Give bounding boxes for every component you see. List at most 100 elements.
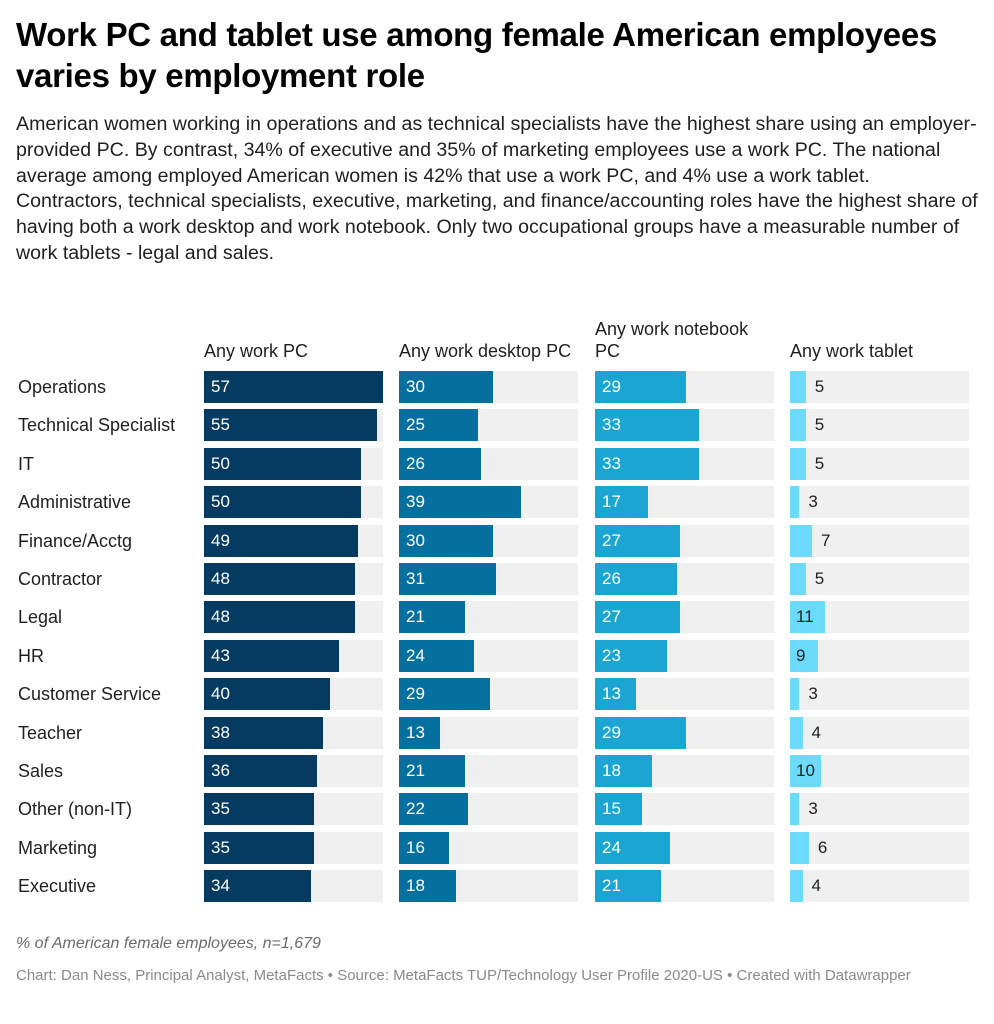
row-label: Finance/Acctg <box>18 530 133 551</box>
bar-track: 43 <box>204 639 383 672</box>
bar <box>204 371 383 403</box>
bar-track: 5 <box>790 371 969 403</box>
bar-track: 57 <box>204 371 383 403</box>
bar <box>790 601 825 634</box>
bar <box>204 447 362 480</box>
bar <box>595 831 671 864</box>
bar-value-label: 23 <box>602 645 621 665</box>
bar-value-label: 26 <box>406 453 425 473</box>
bar <box>595 524 680 557</box>
bar-track: 31 <box>399 563 578 595</box>
bar-value-label: 3 <box>808 492 818 512</box>
bar-value-label: 57 <box>211 377 230 396</box>
bar-track: 36 <box>204 755 383 787</box>
bar <box>790 371 806 403</box>
bar-value-label: 5 <box>814 415 825 435</box>
bar-track: 40 <box>204 678 383 711</box>
bar-track: 21 <box>595 870 774 903</box>
bar-track: 6 <box>790 831 969 864</box>
bar-track: 27 <box>595 601 774 634</box>
bar <box>204 793 314 826</box>
bar-value-label: 21 <box>602 876 621 896</box>
row-label: HR <box>18 645 44 666</box>
bar <box>399 371 494 403</box>
bar-value-label: 27 <box>602 607 621 627</box>
bar-value-label: 11 <box>796 607 814 627</box>
bar-track: 3 <box>790 678 969 711</box>
bar-value-label: 21 <box>406 761 425 780</box>
bar <box>399 601 465 634</box>
bar-value-label: 34 <box>211 876 230 896</box>
bar-value-label: 7 <box>820 530 831 550</box>
bar-track: 22 <box>399 793 578 826</box>
bar-value-label: 13 <box>602 684 621 704</box>
bar-track: 29 <box>595 371 774 403</box>
bar <box>595 601 680 634</box>
bar <box>790 409 806 442</box>
row-label: Legal <box>18 607 63 628</box>
bar <box>790 524 812 557</box>
bar-value-label: 5 <box>814 377 825 396</box>
bar-value-label: 55 <box>211 415 230 435</box>
bar <box>399 678 491 711</box>
bar-value-label: 5 <box>814 453 825 473</box>
bar <box>399 563 497 595</box>
bar-track: 29 <box>399 678 578 711</box>
bar-track: 13 <box>399 716 578 749</box>
bar <box>204 639 340 672</box>
column-header: Any work notebook PC <box>595 319 749 361</box>
bar-track: 9 <box>790 639 969 672</box>
bar-value-label: 10 <box>796 761 815 780</box>
bar-track: 24 <box>595 831 774 864</box>
row-label: Teacher <box>18 722 83 743</box>
bar-track: 50 <box>204 486 383 519</box>
bar-value-label: 50 <box>211 492 230 512</box>
bar-value-label: 33 <box>602 453 621 473</box>
bar <box>399 870 456 903</box>
bar <box>790 831 809 864</box>
bar-track: 24 <box>399 639 578 672</box>
chart-note: % of American female employees, n=1,679 <box>16 935 321 952</box>
bar-value-label: 50 <box>211 453 230 473</box>
bar <box>399 793 469 826</box>
bar-value-label: 24 <box>406 645 425 665</box>
bar-value-label: 43 <box>211 645 230 665</box>
bar-value-label: 18 <box>406 876 425 896</box>
bar-value-label: 26 <box>602 569 621 588</box>
bar-value-label: 27 <box>602 530 621 550</box>
bar <box>595 447 699 480</box>
bar-value-label: 30 <box>406 377 425 396</box>
column-header: Any work PC <box>204 341 309 361</box>
bar-value-label: 15 <box>602 799 621 819</box>
bar-track: 27 <box>595 524 774 557</box>
row-label: Customer Service <box>18 684 162 705</box>
column-header: Any work desktop PC <box>399 341 572 361</box>
bar <box>595 563 677 595</box>
bar-value-label: 18 <box>602 761 621 780</box>
bar <box>595 639 668 672</box>
bar-track: 16 <box>399 831 578 864</box>
bar <box>204 870 311 903</box>
bar <box>204 486 362 519</box>
bar-track: 23 <box>595 639 774 672</box>
bar <box>204 409 377 442</box>
bar <box>790 716 803 749</box>
bar-track: 3 <box>790 486 969 519</box>
row-label: Executive <box>18 876 97 897</box>
bar-value-label: 9 <box>796 645 806 665</box>
bar <box>204 678 330 711</box>
bar <box>399 755 465 787</box>
bar-track: 11 <box>790 601 969 634</box>
bar-track: 10 <box>790 755 969 787</box>
bar-value-label: 3 <box>808 684 818 704</box>
bar-track: 5 <box>790 563 969 595</box>
row-label: Contractor <box>18 569 103 589</box>
bar-value-label: 35 <box>211 837 230 857</box>
bar <box>204 755 318 787</box>
bar-value-label: 25 <box>406 415 425 435</box>
bar <box>790 755 822 787</box>
bar-value-label: 49 <box>211 530 230 550</box>
bar <box>399 716 440 749</box>
bar-track: 39 <box>399 486 578 519</box>
bar-track: 26 <box>595 563 774 595</box>
